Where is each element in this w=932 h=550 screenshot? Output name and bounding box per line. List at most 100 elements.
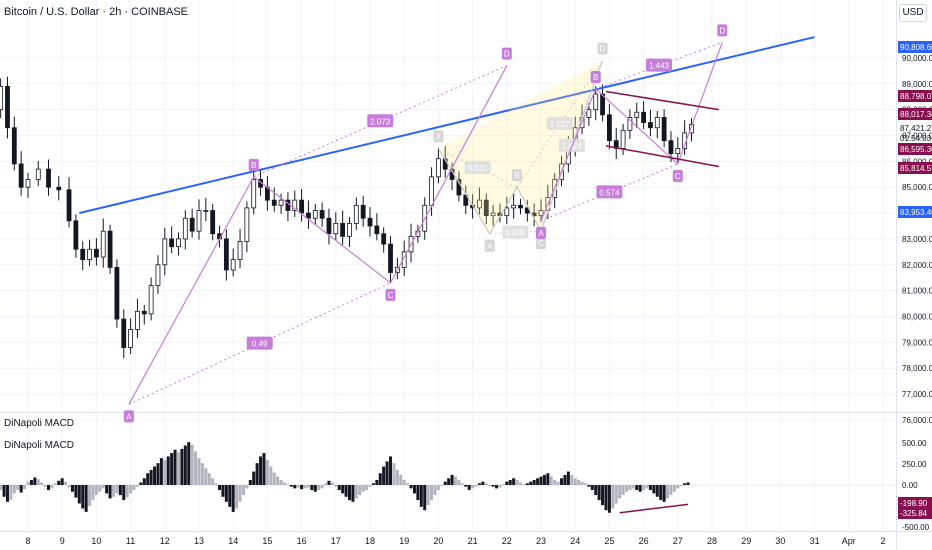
faded-pattern-point-badge bbox=[484, 239, 495, 252]
faded-pattern-point-label: A bbox=[487, 242, 493, 251]
candle-body bbox=[128, 329, 134, 348]
indicator-label-1[interactable]: DiNapoli MACD bbox=[4, 418, 75, 429]
macd-histogram-bar bbox=[296, 485, 300, 488]
abcd-pattern-1-point-badge bbox=[385, 288, 396, 301]
macd-histogram-bar bbox=[320, 485, 324, 489]
macd-histogram-bar bbox=[488, 485, 492, 486]
candle-body bbox=[360, 204, 366, 219]
candle-body bbox=[121, 318, 127, 348]
macd-histogram-bar bbox=[351, 485, 355, 502]
faded-pattern-point-label: X bbox=[436, 132, 442, 141]
macd-y-tick-label: 500.00 bbox=[902, 439, 927, 448]
abcd-pattern-1-leg bbox=[389, 65, 508, 284]
price-badge bbox=[898, 143, 932, 155]
macd-histogram-bar bbox=[170, 453, 174, 485]
candle-body bbox=[504, 207, 510, 217]
macd-histogram-bar bbox=[679, 485, 683, 486]
macd-histogram-bar bbox=[419, 485, 423, 507]
candle-body bbox=[0, 85, 4, 111]
candle-body bbox=[435, 158, 441, 178]
macd-histogram-bar bbox=[269, 466, 273, 485]
abcd-pattern-1-ratio-badge bbox=[367, 114, 394, 128]
price-badge bbox=[898, 162, 932, 174]
abcd-pattern-1-ratio-label: 0.49 bbox=[252, 340, 268, 349]
macd-histogram-bar bbox=[156, 463, 160, 485]
macd-histogram-bar bbox=[84, 485, 88, 512]
macd-histogram-bar bbox=[300, 485, 304, 490]
currency-button[interactable]: USD bbox=[899, 4, 927, 22]
x-tick-label: 21 bbox=[468, 536, 478, 546]
candle-body bbox=[312, 210, 318, 219]
macd-histogram-bar bbox=[317, 485, 321, 491]
y-tick-label: 86,000.00 bbox=[902, 157, 932, 166]
x-tick-label: 24 bbox=[570, 536, 580, 546]
y-tick-label: 77,000.00 bbox=[902, 390, 932, 399]
macd-histogram-bar bbox=[262, 453, 266, 485]
candle-body bbox=[374, 225, 380, 235]
macd-histogram-bar bbox=[183, 445, 187, 485]
macd-histogram-bar bbox=[406, 483, 410, 485]
macd-histogram-bar bbox=[197, 458, 201, 485]
macd-histogram-bar bbox=[371, 483, 375, 485]
candle-body bbox=[607, 114, 612, 142]
faded-pattern-ratio-label: 1.627 bbox=[550, 120, 571, 129]
macd-histogram-bar bbox=[515, 479, 519, 485]
candle-body bbox=[586, 109, 592, 118]
macd-histogram-bar bbox=[81, 485, 85, 509]
macd-histogram-bar bbox=[549, 476, 553, 485]
macd-histogram-bar bbox=[471, 485, 475, 489]
price-badge bbox=[898, 41, 932, 53]
macd-histogram-bar bbox=[88, 485, 92, 506]
macd-histogram-bar bbox=[341, 485, 345, 494]
macd-histogram-bar bbox=[289, 485, 293, 487]
abcd-pattern-2-point-label: B bbox=[593, 73, 598, 82]
macd-histogram-bar bbox=[74, 485, 78, 498]
abcd-pattern-2-point-badge bbox=[536, 226, 546, 239]
macd-histogram-bar bbox=[467, 485, 471, 491]
candle-body bbox=[237, 241, 243, 261]
macd-histogram-bar bbox=[334, 485, 338, 487]
rising-trendline bbox=[79, 36, 815, 215]
candle-body bbox=[620, 129, 626, 149]
candle-body bbox=[148, 285, 154, 315]
faded-pattern-ratio-label: 0.531 bbox=[468, 164, 489, 173]
macd-histogram-bar bbox=[440, 485, 444, 486]
candle-body bbox=[429, 176, 434, 206]
candle-body bbox=[634, 111, 640, 118]
macd-histogram-bar bbox=[426, 485, 430, 506]
macd-histogram-bar bbox=[375, 479, 379, 485]
macd-histogram-bar bbox=[53, 483, 57, 485]
candle-body bbox=[271, 199, 277, 206]
macd-histogram-bar bbox=[187, 442, 191, 485]
macd-histogram-bar bbox=[146, 473, 150, 485]
macd-value-badge-text: -325.84 bbox=[900, 509, 928, 518]
candle-body bbox=[114, 266, 120, 320]
macd-y-tick-label: -500.00 bbox=[902, 523, 930, 532]
candle-body bbox=[353, 204, 359, 224]
abcd-pattern-2-point-badge bbox=[717, 24, 728, 37]
macd-histogram-bar bbox=[47, 485, 51, 491]
price-badge-value: 86,595.30 bbox=[900, 145, 932, 154]
macd-divergence-line bbox=[619, 503, 689, 514]
macd-histogram-bar bbox=[518, 482, 522, 485]
macd-histogram-bar bbox=[683, 483, 687, 485]
faded-pattern-ratio-badge bbox=[502, 225, 529, 239]
macd-histogram-bar bbox=[638, 485, 642, 492]
indicator-label-2[interactable]: DiNapoli MACD bbox=[4, 440, 75, 451]
macd-histogram-bar bbox=[611, 485, 615, 509]
macd-histogram-bar bbox=[70, 485, 74, 492]
macd-y-tick-label: 250.00 bbox=[902, 460, 927, 469]
abcd-pattern-1-point-badge bbox=[501, 47, 512, 60]
price-badge-value: 83,953.46 bbox=[900, 208, 932, 217]
macd-histogram-bar bbox=[33, 477, 37, 485]
macd-histogram-bar bbox=[477, 483, 481, 485]
macd-histogram-bar bbox=[142, 478, 146, 485]
macd-histogram-bar bbox=[676, 485, 680, 489]
y-tick-label: 85,000.00 bbox=[902, 183, 932, 192]
macd-histogram-bar bbox=[29, 479, 33, 485]
macd-histogram-bar bbox=[395, 469, 399, 485]
macd-histogram-bar bbox=[272, 472, 276, 485]
candle-body bbox=[456, 179, 462, 196]
macd-histogram-bar bbox=[652, 485, 656, 494]
